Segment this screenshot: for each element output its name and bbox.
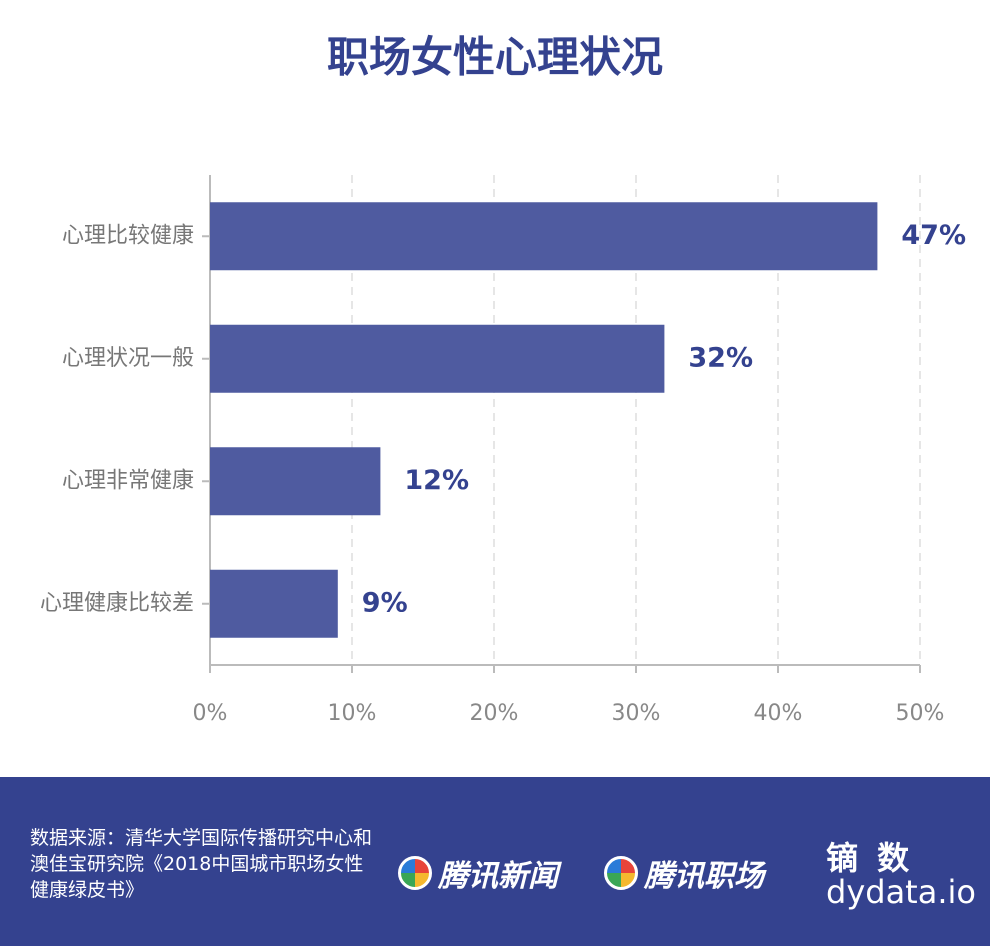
value-label: 9%	[362, 587, 408, 618]
chart-title: 职场女性心理状况	[327, 33, 663, 82]
x-tick-label: 30%	[612, 701, 661, 726]
logo-text: 腾讯职场	[644, 859, 764, 894]
footer: 数据来源：清华大学国际传播研究中心和澳佳宝研究院《2018中国城市职场女性健康绿…	[0, 777, 990, 946]
y-tick-label: 心理非常健康	[62, 468, 194, 493]
brand: 镝 数	[826, 839, 914, 877]
bar	[210, 569, 338, 638]
logo-text: 腾讯新闻	[438, 859, 558, 894]
x-tick-label: 0%	[193, 701, 228, 726]
logo: 腾讯新闻	[398, 851, 558, 895]
chart: 职场女性心理状况 0% 10% 20% 30% 40% 50% 心理比较健康 47% 心理状况一…	[40, 33, 966, 727]
x-tick-label: 20%	[470, 701, 519, 726]
logo: 腾讯职场	[604, 851, 764, 895]
value-label: 32%	[688, 342, 753, 373]
value-label: 47%	[901, 220, 966, 251]
bar	[210, 324, 665, 393]
brand-url: dydata.io	[826, 873, 976, 911]
y-tick-label: 心理状况一般	[62, 346, 194, 371]
y-tick-label: 心理比较健康	[62, 223, 194, 248]
bar	[210, 202, 878, 271]
source-note: 数据来源：清华大学国际传播研究中心和澳佳宝研究院《2018中国城市职场女性健康绿…	[30, 827, 373, 901]
y-tick-label: 心理健康比较差	[40, 591, 194, 616]
x-tick-label: 40%	[754, 701, 803, 726]
x-tick-label: 10%	[328, 701, 377, 726]
value-label: 12%	[404, 465, 469, 496]
x-tick-label: 50%	[896, 701, 945, 726]
bar	[210, 447, 381, 516]
